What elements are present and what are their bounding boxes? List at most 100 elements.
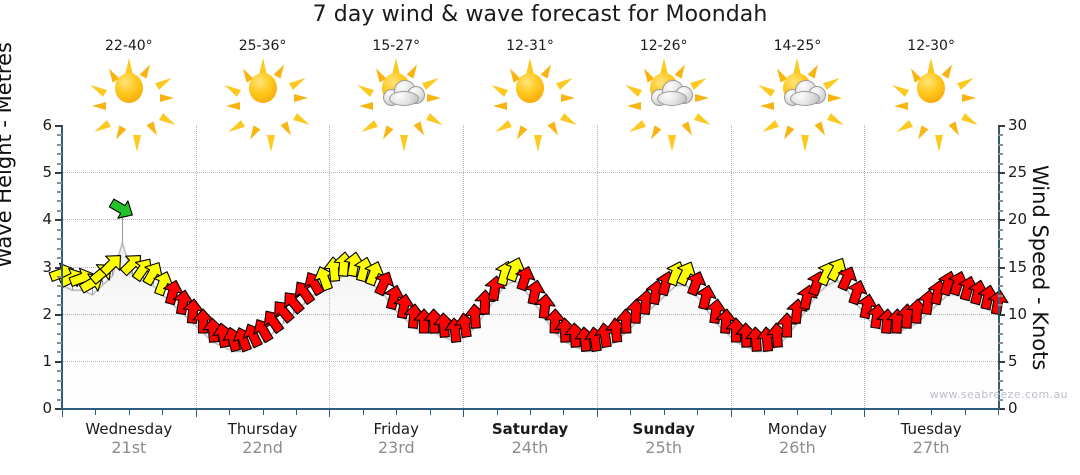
axis-tick-minor	[998, 209, 1003, 212]
axis-spine	[61, 125, 63, 409]
x-axis-tick	[95, 408, 97, 415]
axis-tick-minor	[57, 162, 62, 165]
watermark: www.seabreeze.com.au	[929, 388, 1068, 401]
axis-tick-label: 4	[42, 210, 52, 229]
cloud-glyph	[383, 80, 426, 106]
cloud-glyph	[650, 80, 693, 106]
axis-tick-label: 0	[1008, 399, 1018, 417]
axis-tick-label: 15	[1008, 257, 1028, 276]
temperature-range: 14-25°	[773, 38, 822, 54]
left-axis-label: Wave Height - Metres	[0, 42, 16, 268]
axis-tick-major	[55, 125, 62, 127]
x-axis-tick	[897, 408, 899, 415]
day-date: 23rd	[377, 438, 415, 457]
day-date: 24th	[511, 438, 549, 457]
x-axis-label-tuesday: Tuesday 27th	[864, 420, 998, 458]
axis-tick-minor	[998, 275, 1003, 278]
arrow-stem	[92, 282, 94, 295]
sun-cloud-icon	[622, 58, 713, 152]
x-axis-tick	[530, 408, 531, 415]
day-date: 21st	[111, 438, 147, 457]
day-forecast-saturday: 12-31°	[463, 38, 597, 152]
axis-tick-minor	[998, 398, 1003, 401]
axis-tick-minor	[57, 351, 62, 354]
axis-tick-major	[998, 266, 1005, 269]
axis-tick-minor	[57, 332, 62, 335]
axis-tick-minor	[57, 257, 62, 260]
axis-tick-major	[998, 125, 1005, 127]
sun-glyph	[221, 58, 312, 152]
day-date: 27th	[912, 438, 950, 457]
day-name: Tuesday	[900, 420, 962, 438]
temperature-range: 12-30°	[907, 38, 955, 54]
axis-tick-minor	[998, 370, 1003, 373]
axis-tick-label: 25	[1008, 163, 1028, 182]
x-axis-tick	[162, 408, 164, 415]
x-axis-label-sunday: Sunday 25th	[597, 420, 731, 458]
sun-icon	[890, 58, 980, 152]
x-axis-tick	[730, 408, 732, 417]
x-axis-tick	[764, 408, 765, 415]
axis-tick-major	[998, 219, 1005, 222]
axis-tick-label: 0	[42, 399, 52, 417]
axis-tick-major	[55, 219, 62, 222]
axis-tick-major	[998, 172, 1005, 175]
axis-tick-minor	[57, 134, 62, 137]
x-axis-label-saturday: Saturday 24th	[463, 420, 597, 458]
axis-baseline	[61, 408, 1000, 410]
plot-area	[48, 125, 1009, 408]
x-axis-label-wednesday: Wednesday 21st	[62, 420, 196, 458]
day-name: Monday	[767, 420, 828, 438]
axis-tick-minor	[998, 228, 1003, 231]
day-name: Thursday	[227, 420, 298, 438]
x-axis-tick	[830, 408, 832, 415]
temperature-range: 12-26°	[639, 38, 688, 54]
x-axis-tick	[396, 408, 398, 415]
axis-tick-minor	[57, 398, 62, 401]
day-name: Saturday	[491, 420, 569, 438]
cloud-glyph	[784, 80, 827, 106]
axis-tick-minor	[998, 153, 1003, 156]
axis-tick-minor	[57, 275, 62, 278]
axis-tick-major	[55, 172, 62, 175]
sun-icon	[221, 58, 312, 152]
sun-glyph	[890, 58, 980, 152]
axis-tick-major	[55, 313, 62, 316]
axis-tick-minor	[998, 389, 1003, 392]
axis-tick-minor	[57, 191, 62, 194]
axis-tick-minor	[998, 181, 1003, 184]
axis-tick-minor	[998, 247, 1003, 250]
axis-tick-major	[998, 360, 1005, 363]
axis-tick-label: 20	[1008, 210, 1028, 229]
day-forecast-thursday: 25-36°	[196, 38, 330, 152]
x-axis-tick	[998, 408, 999, 415]
axis-tick-minor	[57, 294, 62, 297]
day-forecast-sunday: 12-26°	[597, 38, 731, 152]
x-axis-tick	[296, 408, 297, 415]
axis-tick-label: 5	[42, 163, 52, 182]
day-date: 22nd	[242, 438, 283, 457]
x-axis-tick	[563, 408, 565, 415]
x-axis-tick	[797, 408, 799, 415]
axis-tick-minor	[998, 134, 1003, 137]
right-axis-label: Wind Speed - Knots	[1028, 165, 1052, 371]
axis-tick-minor	[998, 379, 1003, 382]
axis-tick-label: 5	[1008, 351, 1018, 370]
axis-tick-minor	[57, 247, 62, 250]
axis-tick-minor	[57, 341, 62, 344]
axis-tick-minor	[998, 323, 1003, 326]
sun-glyph	[88, 58, 178, 152]
x-axis-tick	[329, 408, 331, 417]
x-axis-tick	[229, 408, 231, 415]
axis-tick-label: 3	[42, 257, 52, 276]
axis-tick-minor	[998, 351, 1003, 354]
x-axis-tick	[362, 408, 364, 415]
axis-tick-major	[55, 360, 62, 363]
sun-icon	[489, 58, 579, 152]
axis-tick-minor	[998, 162, 1003, 165]
axis-tick-major	[55, 408, 62, 410]
axis-tick-minor	[998, 332, 1003, 335]
axis-tick-minor	[998, 200, 1003, 203]
axis-tick-minor	[57, 238, 62, 241]
x-axis-tick	[62, 408, 63, 417]
